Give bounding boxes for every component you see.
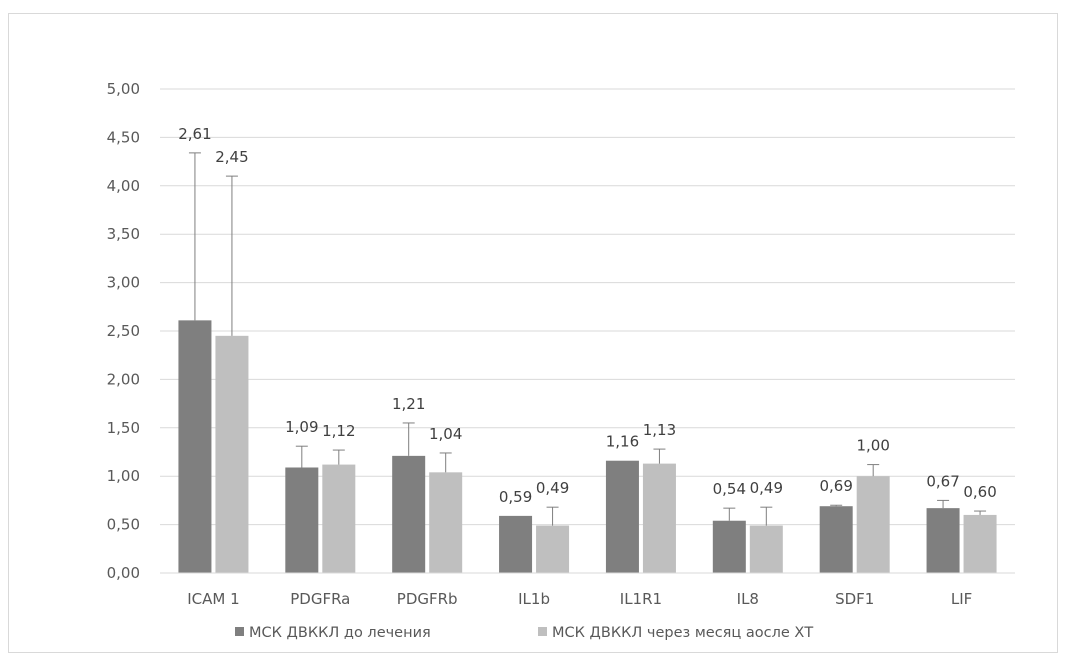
bar [605,460,639,573]
bar [322,464,356,573]
data-label: 1,04 [429,425,462,443]
data-label: 0,60 [963,483,996,501]
y-tick-label: 1,50 [107,419,140,437]
data-label: 2,61 [178,125,211,143]
data-label: 1,13 [643,421,676,439]
x-tick-label: IL1R1 [620,590,662,608]
data-label: 1,09 [285,418,318,436]
y-tick-label: 0,00 [107,564,140,582]
data-label: 0,49 [750,479,783,497]
bar [178,320,212,573]
x-tick-label: SDF1 [835,590,874,608]
bar [536,525,570,573]
data-label: 2,45 [215,148,248,166]
bar [392,455,426,573]
bar [642,463,676,573]
data-label: 0,49 [536,479,569,497]
legend-swatch [235,627,244,636]
x-tick-label: ICAM 1 [187,590,239,608]
data-label: 1,21 [392,395,425,413]
bar [429,472,463,573]
bar [712,520,746,573]
data-label: 1,00 [856,437,889,455]
y-tick-label: 1,00 [107,467,140,485]
bar [285,467,319,573]
y-tick-label: 3,00 [107,274,140,292]
y-tick-label: 2,50 [107,322,140,340]
bar [749,525,783,573]
y-tick-label: 4,00 [107,177,140,195]
y-tick-label: 4,50 [107,128,140,146]
y-tick-label: 3,50 [107,225,140,243]
legend-swatch [538,627,547,636]
x-tick-label: IL1b [518,590,550,608]
bar [499,515,533,573]
x-tick-label: IL8 [737,590,759,608]
bar [215,335,249,573]
x-tick-label: LIF [951,590,972,608]
data-label: 0,69 [819,477,852,495]
data-label: 1,12 [322,422,355,440]
legend-label: МСК ДВККЛ через месяц аосле ХТ [552,625,813,641]
x-tick-label: PDGFRa [290,590,350,608]
data-label: 0,54 [713,480,746,498]
bar [856,476,890,573]
legend-label: МСК ДВККЛ до лечения [249,625,431,641]
y-tick-label: 2,00 [107,370,140,388]
data-label: 0,59 [499,488,532,506]
x-tick-label: PDGFRb [397,590,458,608]
data-label: 1,16 [606,433,639,451]
bar [819,506,853,573]
bar [926,508,960,573]
data-label: 0,67 [926,472,959,490]
y-tick-label: 0,50 [107,516,140,534]
y-tick-label: 5,00 [107,80,140,98]
bar [963,514,997,573]
